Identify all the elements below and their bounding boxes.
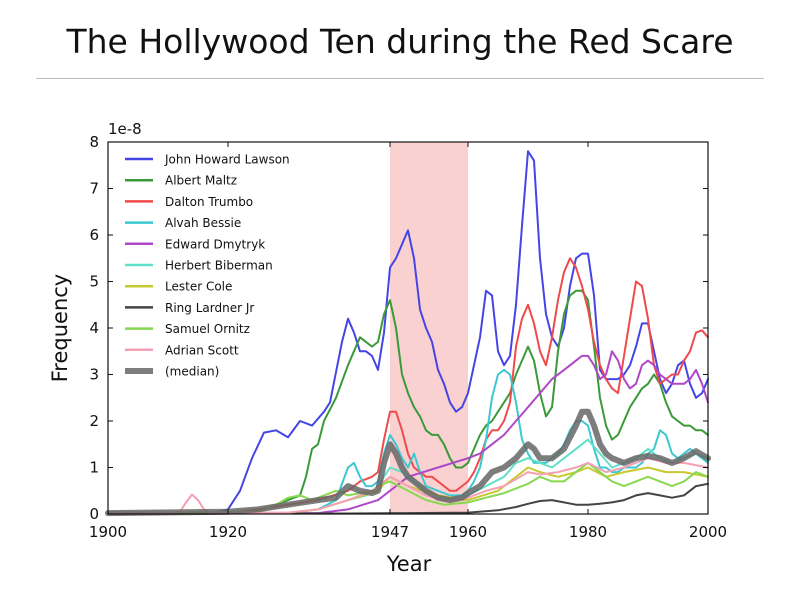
- series-line-6: [107, 466, 709, 515]
- y-tick-label: 7: [89, 180, 99, 198]
- y-tick-label: 1: [89, 459, 99, 477]
- series-line-8: [107, 461, 709, 515]
- legend-label: Adrian Scott: [165, 343, 239, 357]
- y-tick-label: 8: [89, 133, 99, 151]
- y-tick-label: 5: [89, 273, 99, 291]
- y-tick-label: 3: [89, 366, 99, 384]
- y-axis-title: Frequency: [48, 274, 72, 383]
- series-line-1: [107, 289, 709, 514]
- x-tick-label: 1960: [449, 523, 487, 541]
- legend-label: Herbert Biberman: [165, 259, 273, 273]
- legend-label: Albert Maltz: [165, 174, 237, 188]
- series-line-7: [107, 482, 709, 515]
- y-tick-label: 4: [89, 319, 99, 337]
- y-tick-label: 6: [89, 226, 99, 244]
- slide-title: The Hollywood Ten during the Red Scare: [66, 22, 734, 61]
- legend-label: Lester Cole: [165, 280, 232, 294]
- x-tick-label: 1920: [209, 523, 247, 541]
- x-tick-label: 1900: [89, 523, 127, 541]
- y-tick-label: 2: [89, 412, 99, 430]
- x-tick-label: 2000: [689, 523, 727, 541]
- series-line-2: [107, 257, 709, 514]
- series-line-10: [105, 408, 711, 517]
- y-exponent-label: 1e-8: [108, 120, 142, 138]
- legend-label: Edward Dmytryk: [165, 237, 265, 251]
- title-divider: [36, 78, 764, 79]
- x-tick-label: 1980: [569, 523, 607, 541]
- series-line-0: [107, 150, 709, 514]
- x-tick-label: 1947: [371, 523, 409, 541]
- series-line-4: [107, 350, 709, 515]
- legend-label: (median): [165, 365, 219, 379]
- legend-label: Alvah Bessie: [165, 216, 241, 230]
- x-axis-title: Year: [386, 552, 432, 576]
- highlight-span: [390, 142, 468, 514]
- legend-label: Samuel Ornitz: [165, 322, 250, 336]
- legend-label: John Howard Lawson: [164, 153, 290, 167]
- y-tick-label: 0: [89, 505, 99, 523]
- legend-label: Dalton Trumbo: [165, 195, 253, 209]
- legend-label: Ring Lardner Jr: [165, 301, 254, 315]
